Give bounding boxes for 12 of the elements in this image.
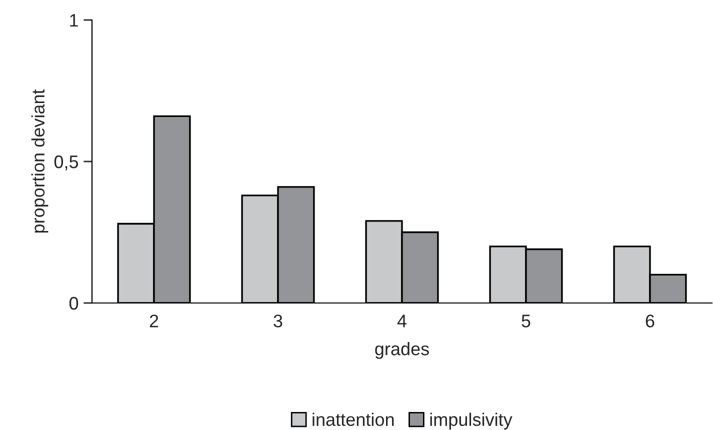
y-tick-label: 1 — [70, 14, 78, 27]
y-tick-label: 0 — [69, 296, 78, 310]
y-tick-label: 0,5 — [54, 155, 78, 170]
x-tick-label: 3 — [274, 314, 282, 328]
x-tick-label: 5 — [522, 314, 530, 328]
y-axis-title: proportion deviant — [31, 89, 48, 233]
x-axis-title: grades — [375, 342, 429, 359]
x-tick-label: 2 — [150, 314, 158, 328]
x-tick-label: 4 — [397, 314, 406, 328]
legend-label: impulsivity — [430, 412, 512, 430]
x-tick-label: 6 — [646, 314, 654, 328]
legend-label: inattention — [312, 412, 394, 426]
